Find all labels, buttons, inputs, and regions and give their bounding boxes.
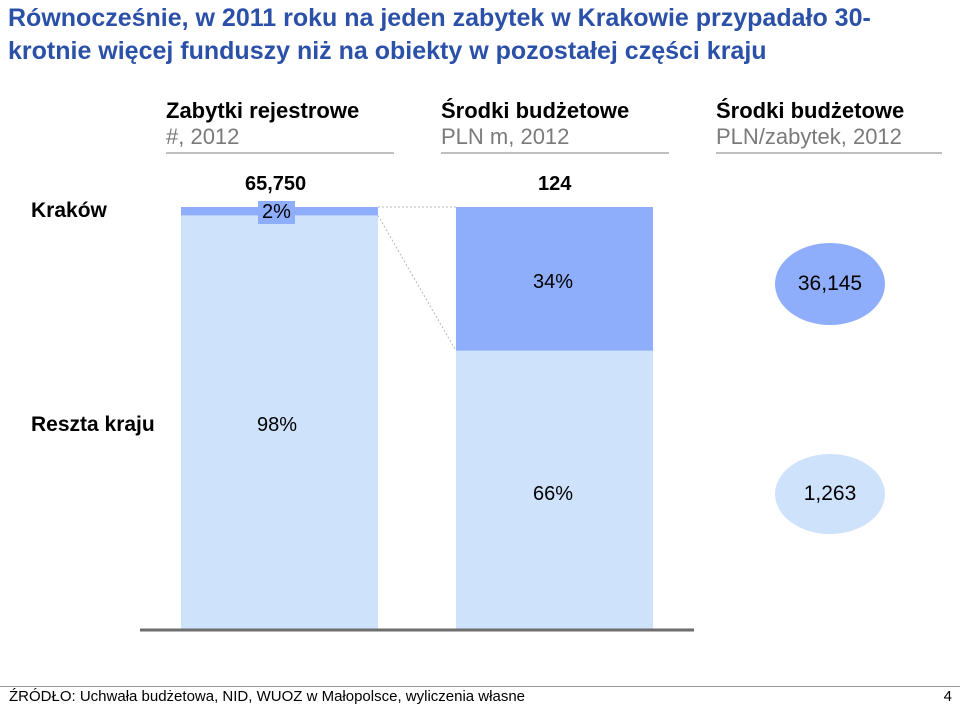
chart-bars: [181, 207, 653, 630]
col-header-per-monument: Środki budżetowe PLN/zabytek, 2012: [716, 98, 942, 150]
source-note: ŹRÓDŁO: Uchwała budżetowa, NID, WUOZ w M…: [9, 688, 525, 705]
col-header-registry: Zabytki rejestrowe #, 2012: [166, 98, 394, 150]
bubble-krakow: 36,145: [775, 243, 885, 325]
pct-label-budget-krakow: 34%: [533, 271, 574, 293]
col-subheading: PLN m, 2012: [441, 124, 570, 149]
pct-label-registry-reszta: 98%: [257, 414, 298, 436]
col-heading: Środki budżetowe: [441, 98, 630, 123]
page-number: 4: [943, 688, 952, 705]
col-header-rule: [716, 152, 942, 154]
col-heading: Zabytki rejestrowe: [166, 98, 360, 123]
page-title: Równocześnie, w 2011 roku na jeden zabyt…: [8, 4, 871, 65]
col-heading: Środki budżetowe: [716, 98, 905, 123]
col-header-rule: [166, 152, 394, 154]
col-subheading: PLN/zabytek, 2012: [716, 124, 902, 149]
bar-segment-krakow: [456, 207, 653, 351]
col-header-rule: [441, 152, 669, 154]
col-header-budget: Środki budżetowe PLN m, 2012: [441, 98, 669, 150]
row-label-reszta: Reszta kraju: [31, 413, 155, 436]
col-subheading: #, 2012: [166, 124, 240, 149]
footer-rule: [0, 686, 960, 687]
bubble-reszta: 1,263: [775, 454, 885, 534]
bubble-value: 1,263: [803, 482, 857, 505]
bar-segment-reszta: [181, 215, 378, 630]
bubble-value: 36,145: [797, 272, 863, 295]
total-label-budget: 124: [538, 173, 572, 195]
pct-label-registry-krakow: 2%: [258, 201, 295, 224]
connector-line-mid: [377, 215, 457, 352]
row-label-krakow: Kraków: [31, 199, 107, 222]
pct-label-budget-reszta: 66%: [533, 483, 574, 505]
total-label-registry: 65,750: [245, 173, 307, 195]
bar-segment-reszta: [456, 350, 653, 630]
